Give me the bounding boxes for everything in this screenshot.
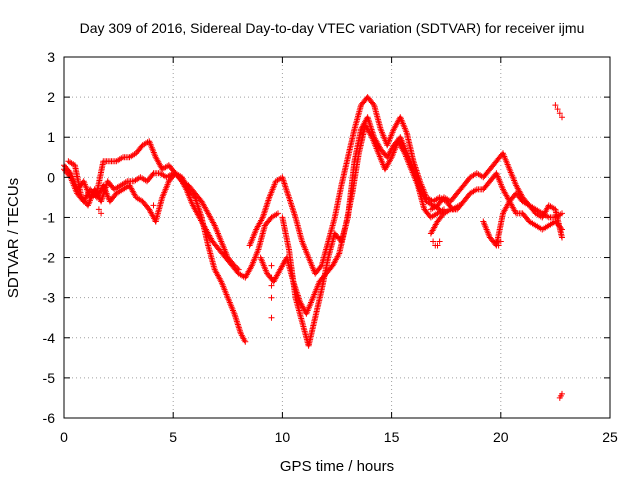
- data-point: [268, 282, 275, 289]
- y-tick-label: -3: [43, 290, 56, 306]
- data-point: [268, 262, 275, 269]
- series-track-i: [480, 190, 565, 249]
- y-tick-label: -5: [43, 370, 56, 386]
- x-tick-label: 25: [602, 429, 618, 445]
- data-point: [495, 242, 502, 249]
- y-tick-label: 0: [47, 169, 55, 185]
- data-point: [434, 242, 441, 249]
- data-point: [559, 210, 565, 217]
- data-point: [275, 210, 281, 217]
- x-axis-label: GPS time / hours: [280, 458, 394, 475]
- y-axis-label: SDTVAR / TECUs: [5, 178, 22, 298]
- data-point: [554, 106, 561, 113]
- x-tick-label: 20: [493, 429, 509, 445]
- data-point: [559, 234, 565, 241]
- data-point: [436, 238, 443, 245]
- data-point: [559, 114, 565, 121]
- data-point: [268, 294, 275, 301]
- data-point: [95, 206, 102, 213]
- series-track-f: [279, 114, 443, 349]
- data-point: [268, 274, 275, 281]
- data-point: [497, 238, 504, 245]
- y-tick-label: 2: [47, 89, 55, 105]
- y-axis-ticks: -6 -5 -4 -3 -2 -1 0 1 2 3: [43, 49, 610, 426]
- plot-frame: [63, 56, 611, 419]
- x-tick-label: 10: [275, 429, 291, 445]
- y-tick-label: 1: [47, 129, 55, 145]
- data-point: [152, 218, 159, 225]
- data-point: [268, 314, 275, 321]
- data-points: [61, 94, 565, 401]
- y-tick-label: 3: [47, 49, 55, 65]
- data-point: [552, 102, 559, 109]
- y-tick-label: -6: [43, 410, 56, 426]
- series-track-h: [427, 170, 565, 237]
- data-point: [556, 110, 563, 117]
- data-point: [242, 338, 249, 345]
- series-track-c: [65, 158, 281, 281]
- data-point: [98, 210, 105, 217]
- data-point: [430, 238, 437, 245]
- chart-title: Day 309 of 2016, Sidereal Day-to-day VTE…: [80, 20, 585, 36]
- x-tick-label: 15: [384, 429, 400, 445]
- data-point: [559, 390, 565, 397]
- x-tick-label: 5: [169, 429, 177, 445]
- data-point: [150, 202, 157, 209]
- series-track-b: [61, 166, 249, 345]
- series-track-d: [246, 94, 463, 277]
- series-fragments: [95, 102, 565, 401]
- x-axis-ticks: 0 5 10 15 20 25: [60, 57, 618, 445]
- data-point: [436, 206, 443, 213]
- y-tick-label: -2: [43, 250, 56, 266]
- y-tick-label: -4: [43, 330, 56, 346]
- data-point: [149, 171, 156, 178]
- x-tick-label: 0: [60, 429, 68, 445]
- y-tick-label: -1: [43, 209, 56, 225]
